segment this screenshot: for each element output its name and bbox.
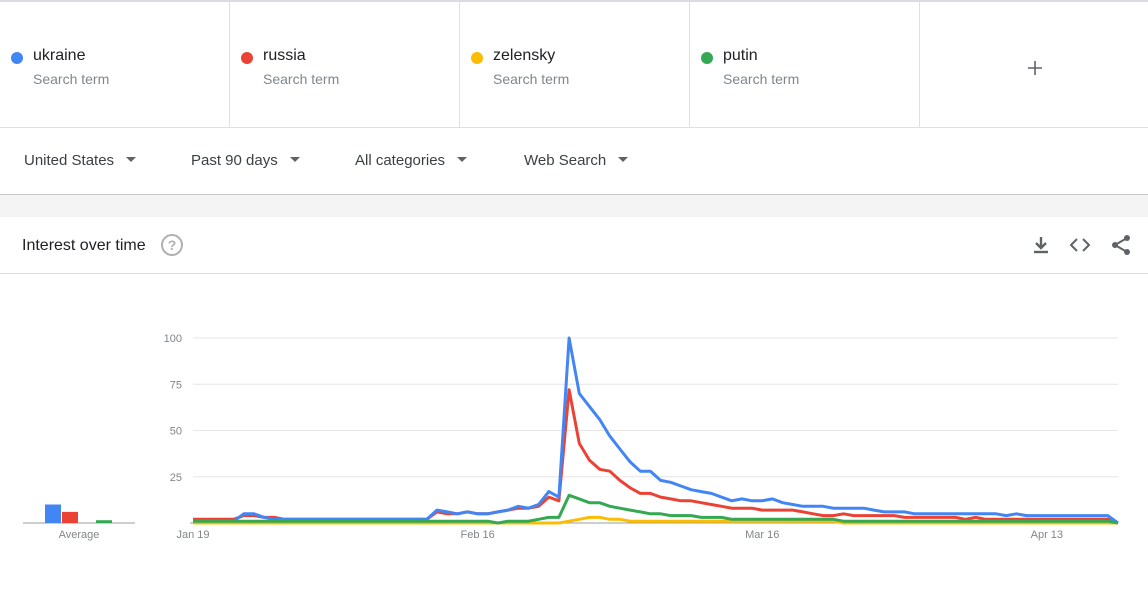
term-name[interactable]: ukraine <box>33 47 86 64</box>
download-icon[interactable] <box>1029 233 1053 257</box>
series-line-putin <box>193 493 1119 525</box>
plus-icon[interactable] <box>1028 61 1042 75</box>
interest-over-time-card: Interest over time ? 100 75 50 25 Jan 19 Feb … <box>0 217 1148 608</box>
x-tick-label: Apr 13 <box>1031 529 1063 541</box>
region-dropdown[interactable]: United States <box>24 152 137 169</box>
y-tick-label: 50 <box>170 426 182 438</box>
term-name[interactable]: putin <box>723 47 758 64</box>
category-value: All categories <box>355 152 446 169</box>
y-tick-label: 25 <box>170 472 182 484</box>
average-bar-putin <box>96 520 112 523</box>
series-line-zelensky <box>193 515 1118 525</box>
section-gap <box>0 195 1148 217</box>
zelensky-color-dot <box>471 52 483 64</box>
term-putin[interactable]: putin Search term <box>690 2 920 128</box>
embed-code-icon[interactable] <box>1068 233 1092 257</box>
search-type-dropdown[interactable]: Web Search <box>524 152 629 169</box>
card-title: Interest over time <box>22 237 146 254</box>
filter-bar: United States Past 90 days All categorie… <box>0 128 1148 195</box>
term-subtitle: Search term <box>263 71 340 87</box>
add-term-button[interactable] <box>920 2 1148 127</box>
term-name[interactable]: russia <box>263 47 306 64</box>
x-tick-label: Jan 19 <box>176 529 209 541</box>
category-dropdown[interactable]: All categories <box>355 152 468 169</box>
card-header: Interest over time ? <box>0 217 1148 274</box>
x-tick-label: Feb 16 <box>460 529 494 541</box>
caret-down-icon <box>618 156 629 162</box>
caret-down-icon <box>126 156 137 162</box>
term-zelensky[interactable]: zelensky Search term <box>460 2 690 128</box>
region-value: United States <box>24 152 115 169</box>
x-tick-label: Mar 16 <box>745 529 779 541</box>
term-subtitle: Search term <box>493 71 570 87</box>
caret-down-icon <box>457 156 468 162</box>
term-name[interactable]: zelensky <box>493 47 556 64</box>
average-label: Average <box>59 529 100 541</box>
share-icon[interactable] <box>1109 233 1133 257</box>
term-subtitle: Search term <box>723 71 800 87</box>
search-type-value: Web Search <box>524 152 607 169</box>
series-line-ukraine <box>193 336 1119 525</box>
average-bar-russia <box>62 511 78 523</box>
y-tick-label: 75 <box>170 379 182 391</box>
help-icon[interactable]: ? <box>161 234 183 256</box>
interest-chart: 100 75 50 25 Jan 19 Feb 16 Mar 16 Apr 13 Average <box>23 333 1119 541</box>
russia-color-dot <box>241 52 253 64</box>
search-terms-bar: ukraine Search term russia Search term z… <box>0 0 1148 128</box>
ukraine-color-dot <box>11 52 23 64</box>
term-ukraine[interactable]: ukraine Search term <box>0 2 230 128</box>
average-bar-ukraine <box>45 504 61 523</box>
caret-down-icon <box>289 156 300 162</box>
putin-color-dot <box>701 52 713 64</box>
term-subtitle: Search term <box>33 71 110 87</box>
term-russia[interactable]: russia Search term <box>230 2 460 128</box>
time-range-dropdown[interactable]: Past 90 days <box>191 152 300 169</box>
y-tick-label: 100 <box>164 333 182 345</box>
series-line-russia <box>193 388 1119 525</box>
time-range-value: Past 90 days <box>191 152 278 169</box>
